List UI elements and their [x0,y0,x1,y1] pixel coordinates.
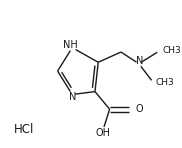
Text: CH3: CH3 [156,78,175,87]
Text: O: O [136,104,143,114]
Text: HCl: HCl [14,123,34,136]
Text: N: N [136,56,143,66]
Text: N: N [69,92,76,102]
Text: OH: OH [96,128,111,138]
Text: NH: NH [63,40,78,50]
Text: CH3: CH3 [163,46,181,55]
